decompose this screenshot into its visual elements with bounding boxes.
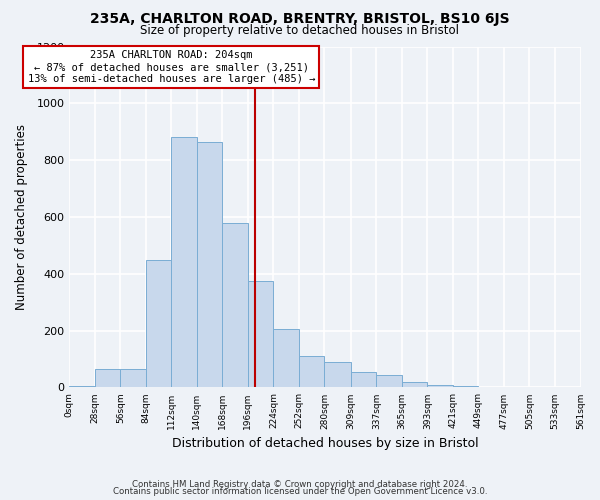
- Bar: [453, 386, 478, 388]
- Y-axis label: Number of detached properties: Number of detached properties: [15, 124, 28, 310]
- Bar: [146, 260, 172, 388]
- Bar: [402, 382, 427, 388]
- Text: Contains HM Land Registry data © Crown copyright and database right 2024.: Contains HM Land Registry data © Crown c…: [132, 480, 468, 489]
- Bar: [197, 142, 223, 388]
- Text: 235A, CHARLTON ROAD, BRENTRY, BRISTOL, BS10 6JS: 235A, CHARLTON ROAD, BRENTRY, BRISTOL, B…: [90, 12, 510, 26]
- Bar: [351, 372, 376, 388]
- X-axis label: Distribution of detached houses by size in Bristol: Distribution of detached houses by size …: [172, 437, 478, 450]
- Bar: [299, 356, 325, 388]
- Bar: [70, 386, 95, 388]
- Bar: [274, 329, 299, 388]
- Bar: [427, 384, 453, 388]
- Bar: [172, 138, 197, 388]
- Text: Size of property relative to detached houses in Bristol: Size of property relative to detached ho…: [140, 24, 460, 37]
- Bar: [121, 369, 146, 388]
- Bar: [325, 362, 351, 388]
- Text: Contains public sector information licensed under the Open Government Licence v3: Contains public sector information licen…: [113, 487, 487, 496]
- Bar: [95, 369, 121, 388]
- Bar: [223, 222, 248, 388]
- Bar: [478, 387, 504, 388]
- Bar: [248, 281, 274, 388]
- Text: 235A CHARLTON ROAD: 204sqm
← 87% of detached houses are smaller (3,251)
13% of s: 235A CHARLTON ROAD: 204sqm ← 87% of deta…: [28, 50, 315, 84]
- Bar: [376, 376, 402, 388]
